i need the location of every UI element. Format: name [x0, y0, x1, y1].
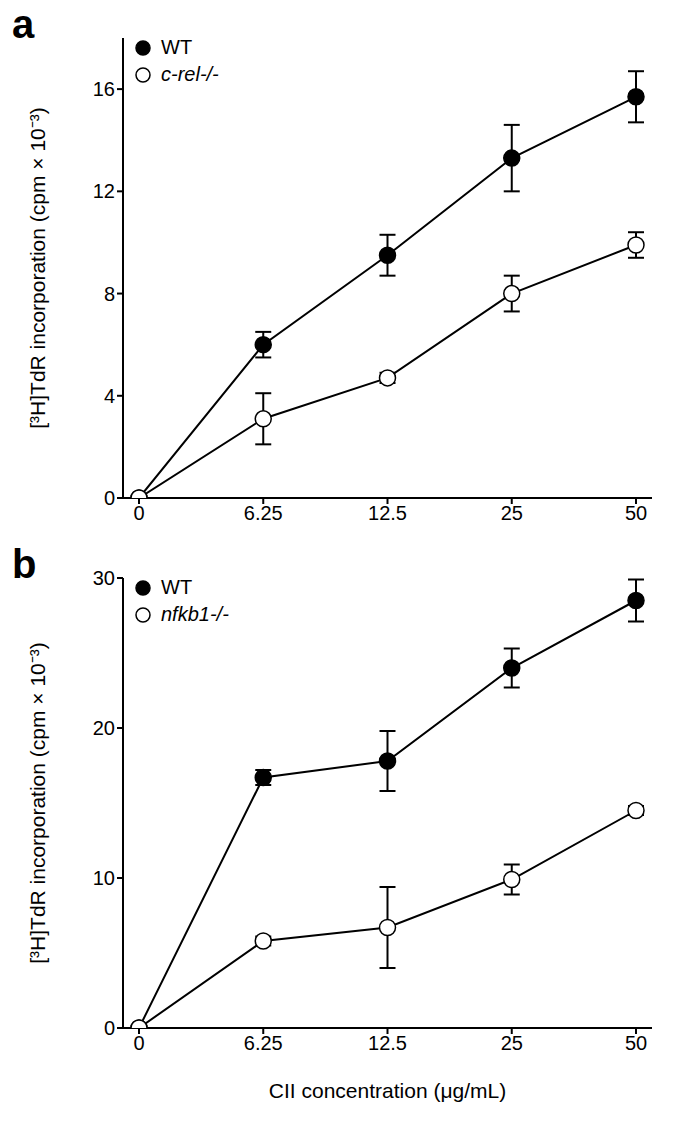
html-text:WT: WT: [161, 576, 193, 598]
svg-text:4: 4: [104, 385, 115, 407]
html-text:WT: WT: [161, 36, 193, 58]
svg-text:12.5: 12.5: [368, 502, 407, 524]
html-text:c-rel-/-: c-rel-/-: [161, 63, 219, 85]
html-text:a: a: [12, 2, 35, 46]
svg-text:20: 20: [93, 717, 115, 739]
svg-text:16: 16: [93, 78, 115, 100]
svg-text:8: 8: [104, 283, 115, 305]
svg-text:0: 0: [104, 487, 115, 509]
svg-text:25: 25: [501, 1032, 523, 1054]
svg-text:50: 50: [625, 502, 647, 524]
html-text:nfkb1-/-: nfkb1-/-: [161, 603, 229, 625]
svg-text:0: 0: [104, 1017, 115, 1039]
svg-text:6.25: 6.25: [244, 502, 283, 524]
svg-text:10: 10: [93, 867, 115, 889]
svg-text:12.5: 12.5: [368, 1032, 407, 1054]
svg-text:50: 50: [625, 1032, 647, 1054]
svg-text:12: 12: [93, 180, 115, 202]
svg-text:[³H]TdR incorporation (cpm × 1: [³H]TdR incorporation (cpm × 10⁻³): [26, 107, 49, 429]
svg-text:0: 0: [133, 502, 144, 524]
svg-text:0: 0: [133, 1032, 144, 1054]
svg-text:[³H]TdR incorporation (cpm × 1: [³H]TdR incorporation (cpm × 10⁻³): [26, 642, 49, 964]
svg-text:6.25: 6.25: [244, 1032, 283, 1054]
html-text:b: b: [12, 542, 37, 586]
svg-text:CII concentration (μg/mL): CII concentration (μg/mL): [269, 1079, 506, 1102]
svg-text:25: 25: [501, 502, 523, 524]
svg-text:30: 30: [93, 567, 115, 589]
